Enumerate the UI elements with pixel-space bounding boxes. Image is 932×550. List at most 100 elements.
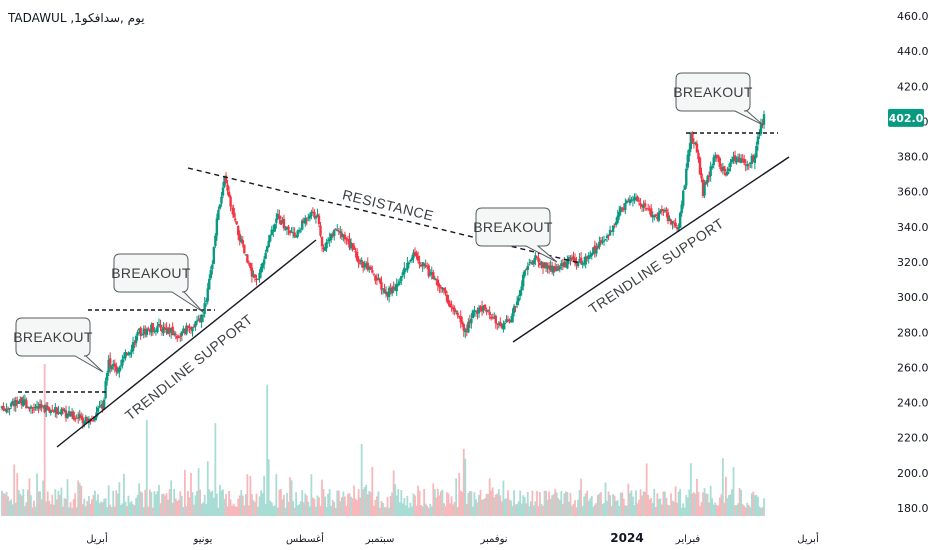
volume-bar	[340, 497, 343, 516]
candle-body	[296, 230, 299, 237]
volume-bar	[426, 505, 429, 516]
candle-body	[35, 406, 39, 408]
volume-bar	[731, 489, 733, 516]
volume-bar	[400, 489, 403, 516]
volume-bar	[485, 493, 488, 516]
volume-bar	[415, 505, 418, 516]
volume-bar	[229, 499, 232, 516]
volume-bar	[600, 492, 602, 516]
volume-bar	[404, 505, 407, 516]
volume-bar	[554, 488, 557, 516]
volume-bar	[735, 505, 738, 516]
volume-bar	[479, 489, 482, 516]
candle-body	[704, 181, 708, 185]
volume-bar	[741, 504, 744, 516]
volume-bar	[717, 505, 720, 516]
candle-body	[404, 268, 408, 270]
candle-body	[208, 278, 211, 290]
volume-bar	[129, 502, 131, 516]
volume-bar	[531, 490, 534, 516]
candle-body	[125, 353, 129, 356]
candle-body	[601, 240, 604, 243]
candle-body	[723, 166, 726, 172]
volume-bar	[659, 498, 662, 516]
candle-body	[98, 406, 101, 408]
volume-bar	[284, 507, 287, 516]
volume-bar	[91, 499, 93, 516]
candle-body	[41, 405, 45, 407]
volume-bar	[568, 501, 570, 516]
y-tick-label: 240.0	[897, 397, 929, 410]
volume-bar	[421, 506, 424, 516]
candle-body	[534, 255, 537, 261]
candle-body	[333, 229, 336, 237]
candle-body	[211, 264, 214, 270]
volume-bar	[290, 480, 293, 516]
candle-body	[432, 272, 435, 280]
candle-body	[145, 329, 148, 336]
resistance-line	[187, 167, 581, 264]
candle-body	[564, 261, 568, 268]
volume-bar	[452, 504, 455, 516]
candle-body	[109, 358, 112, 368]
volume-bar	[52, 504, 55, 516]
volume-bar	[43, 364, 46, 516]
volume-bar	[86, 501, 89, 516]
volume-bar	[508, 499, 511, 516]
volume-bar	[432, 483, 435, 516]
volume-bar	[276, 507, 279, 516]
candle-body	[602, 240, 606, 242]
volume-bar	[581, 506, 584, 516]
candle-body	[355, 251, 359, 261]
candle-body	[522, 274, 525, 287]
volume-bar	[286, 492, 288, 516]
y-tick-label: 460.0	[897, 10, 929, 23]
volume-bar	[752, 491, 755, 516]
volume-bar	[295, 492, 298, 516]
candle-body	[547, 265, 551, 269]
candle-body	[107, 359, 110, 373]
candle-body	[727, 168, 731, 171]
candle-body	[235, 221, 238, 225]
volume-bar	[264, 503, 267, 516]
volume-bar	[493, 497, 496, 516]
candle-body	[176, 335, 179, 339]
candle-body	[517, 297, 520, 302]
candle-body	[52, 409, 56, 411]
candle-body	[343, 234, 347, 240]
candle-body	[201, 314, 205, 317]
candle-body	[69, 412, 72, 417]
volume-bar	[456, 507, 459, 516]
candle-body	[134, 336, 138, 344]
candle-body	[660, 209, 664, 211]
volume-bar	[475, 499, 477, 516]
candle-body	[328, 238, 331, 241]
candle-body	[496, 323, 499, 325]
candle-body	[233, 218, 237, 221]
candle-body	[238, 233, 241, 242]
volume-bar	[327, 493, 330, 516]
volume-bar	[179, 491, 182, 516]
volume-bar	[436, 488, 439, 516]
volume-bar	[308, 506, 311, 516]
candle-body	[183, 329, 187, 334]
candle-body	[570, 257, 574, 260]
volume-bar	[238, 495, 241, 516]
candle-body	[241, 240, 244, 245]
volume-bar	[116, 493, 119, 516]
volume-bar	[692, 492, 695, 516]
candle-body	[415, 252, 418, 257]
volume-bar	[51, 494, 54, 516]
volume-bar	[747, 504, 750, 516]
volume-bar	[472, 506, 474, 516]
candle-body	[314, 216, 318, 219]
volume-bar	[161, 494, 163, 516]
candle-body	[75, 417, 78, 419]
candle-body	[336, 230, 339, 232]
candle-body	[688, 149, 691, 157]
volume-bar	[725, 476, 727, 516]
volume-bar	[584, 493, 587, 516]
volume-bar	[537, 506, 540, 516]
volume-bar	[583, 496, 586, 516]
